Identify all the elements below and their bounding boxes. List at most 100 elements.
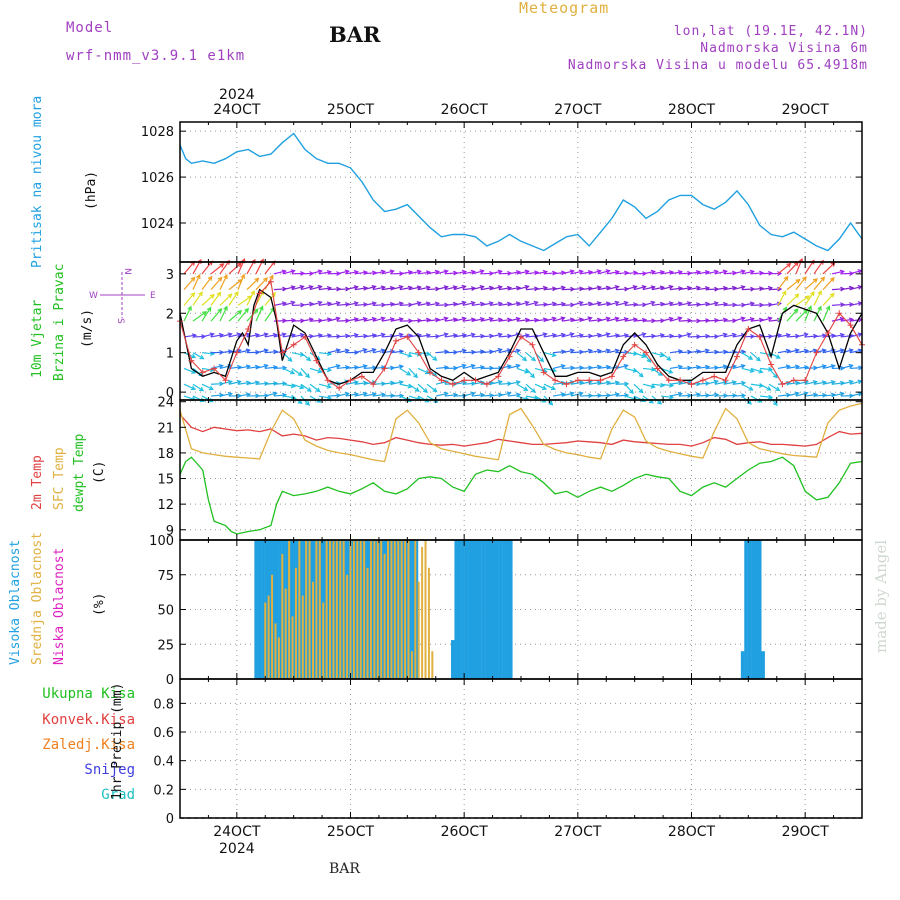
wind-arrow [615,394,629,397]
wind-gust-marker [472,377,479,384]
wind-arrow [768,383,780,391]
wind-arrow-head [830,261,836,267]
wind-arrow [471,335,485,338]
wind-arrow [525,319,538,322]
ytick-label-temp: 24 [157,396,174,411]
wind-arrow [300,303,313,306]
wind-arrow [291,352,304,356]
xtick-label-bottom: 27OCT [554,824,602,840]
wind-gust-marker [620,353,627,360]
wind-arrow-head [605,316,611,322]
wind-arrow [309,395,321,403]
wind-arrow [768,368,778,378]
wind-arrow-head [219,263,225,268]
wind-arrow [426,383,437,392]
wind-arrow-head [443,269,449,275]
wind-arrow [282,301,295,306]
wind-arrow [705,302,718,306]
wind-arrow [300,352,311,361]
wind-arrow-head [632,285,638,290]
wind-arrow [228,380,241,385]
wind-arrow [579,287,592,291]
wind-arrow-head [297,371,303,377]
wind-gust-marker [313,357,320,364]
high-cloud-bar [305,540,310,679]
wind-arrow [741,367,754,372]
wind-arrow [471,350,484,354]
wind-arrow [453,364,466,370]
mid-cloud-bar [407,540,410,679]
ytick-label-temp: 12 [157,498,174,513]
wind-arrow [813,260,824,275]
wind-arrow [651,367,663,376]
mid-cloud-bar [421,546,424,679]
wind-arrow [588,334,601,338]
wind-arrow [831,270,844,275]
wind-arrow [507,381,520,385]
wind-arrow [615,271,628,275]
wind-gust-marker [802,377,809,384]
wind-arrow-head [817,305,822,311]
wind-arrow [255,277,268,291]
wind-arrow-head [432,356,438,361]
wind-arrow [750,367,763,373]
wind-arrow-head [236,379,242,385]
wind-arrow-head [479,285,485,290]
wind-arrow-head [398,364,405,370]
wind-arrow [624,318,637,322]
wind-arrow [408,270,421,275]
wind-arrow-head [244,307,249,313]
wind-arrow [588,381,601,385]
wind-arrow [183,395,196,401]
wind-arrow [777,394,790,397]
high-cloud-bar [751,540,755,679]
wind-arrow-head [317,269,323,275]
wind-gust-marker [688,381,695,388]
wind-gust-marker [722,377,729,384]
wind-arrow-head [253,308,259,314]
compass-s: S [115,318,125,324]
wind-arrow [435,270,448,275]
wind-arrow-head [398,284,404,290]
wind-arrow-head [299,284,305,290]
wind-arrow [462,392,475,397]
high-cloud-bar [471,540,476,679]
mid-cloud-bar [373,540,376,679]
wind-arrow-head [579,365,585,371]
wind-arrow [525,395,538,399]
wind-arrow-head [344,269,350,275]
wind-arrow [417,271,430,275]
wind-arrow-head [605,348,611,354]
wind-arrow [534,367,547,373]
high-cloud-bar [274,540,279,679]
wind-arrow-head [290,285,296,290]
wind-arrow-head [223,274,228,280]
wind-arrow-head [452,285,458,290]
wind-arrow [768,352,781,359]
wind-arrow-head [461,348,467,354]
wind-arrow-head [677,391,683,397]
wind-arrow [444,303,457,306]
wind-arrow [390,381,403,385]
wind-arrow-head [208,385,214,391]
wind-arrow-head [259,305,264,311]
wind-arrow [507,317,520,322]
wind-arrow-head [414,387,420,392]
wind-arrow [714,270,727,275]
wind-arrow [201,260,213,275]
wind-arrow-head [515,348,522,354]
wind-arrow [642,383,655,388]
wind-arrow [849,285,862,291]
wind-arrow [525,271,538,275]
wind-arrow [777,334,790,338]
wind-arrow-head [479,269,485,274]
wind-arrow [849,270,862,275]
high-cloud-bar [383,540,388,679]
wind-arrow [714,365,727,370]
wind-arrow-head [371,347,377,353]
wind-arrow-head [767,394,774,400]
wind-arrow [525,287,539,291]
wind-arrow [723,381,736,385]
wind-gust-marker [643,349,650,356]
wind-arrow-head [541,385,548,391]
